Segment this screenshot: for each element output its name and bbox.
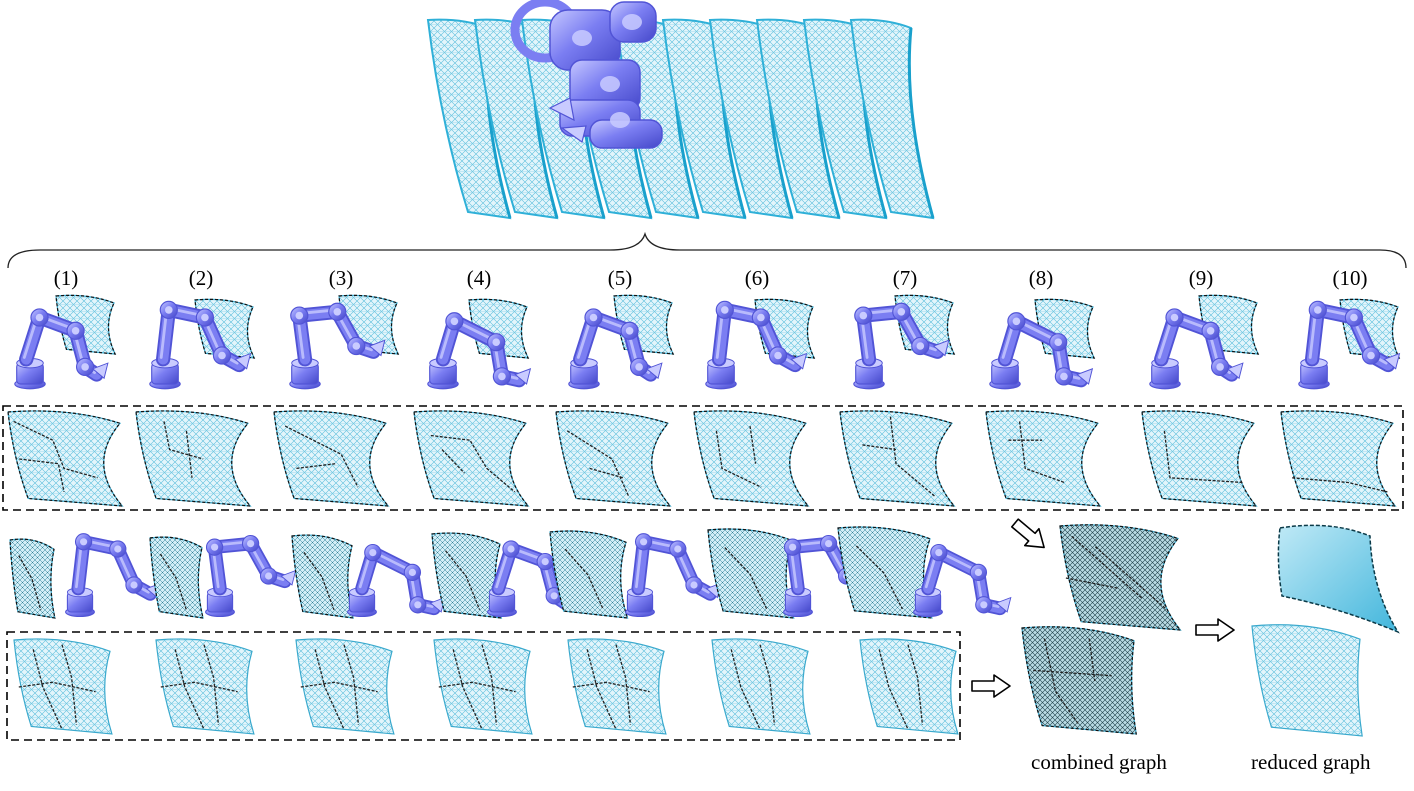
panel-label-4: (4)	[466, 266, 492, 290]
robot-arm-icon	[853, 302, 950, 390]
mesh-graph	[1141, 410, 1258, 507]
mesh-graph	[1280, 410, 1397, 507]
mesh-graph	[839, 410, 956, 507]
robot-arm-icon	[14, 308, 109, 390]
robot-arm-icon	[205, 534, 297, 618]
robot-arm-icon	[568, 308, 663, 390]
curly-brace	[7, 231, 1407, 269]
robot-arm-icon	[65, 533, 162, 618]
bottom-panel-2	[149, 534, 297, 619]
robot-arm-icon	[289, 302, 386, 390]
reduced-graph-bottom	[1251, 624, 1363, 737]
mesh-graph	[13, 638, 113, 735]
mesh-graph	[567, 638, 667, 735]
brace	[7, 231, 1407, 269]
bottom-panel-3	[291, 534, 446, 619]
combined-graph-top	[1059, 524, 1182, 631]
mesh-graph	[273, 410, 390, 507]
mesh-surface-icon	[9, 538, 56, 619]
mesh-surface-icon	[707, 528, 795, 619]
mesh-graph	[295, 638, 395, 735]
mesh-graph	[711, 638, 811, 735]
mesh-surface-icon	[291, 534, 355, 619]
panel-label-6: (6)	[744, 266, 770, 290]
robot-arm-icon	[913, 543, 1012, 618]
mesh-graph	[433, 638, 533, 735]
panel-7	[853, 294, 956, 390]
mesh-graph	[7, 410, 124, 507]
arrow-right-icon	[971, 674, 1011, 698]
reduced-graph-caption: reduced graph	[1251, 750, 1371, 774]
robot-arm-icon	[347, 543, 446, 618]
mesh-surface-icon	[849, 18, 935, 220]
panel-label-10: (10)	[1332, 266, 1368, 290]
arrow-right-icon	[1195, 618, 1235, 642]
mesh-graph	[155, 638, 255, 735]
robot-row-bottom	[9, 526, 1012, 619]
graph-row-top	[2, 405, 1404, 511]
robot-row-top	[14, 294, 1401, 390]
robot-arm-icon	[989, 312, 1094, 390]
combined-graph-bottom	[1021, 626, 1137, 735]
panel-2	[149, 298, 256, 390]
robot-arm-icon	[705, 300, 808, 390]
panel-1	[14, 294, 117, 390]
robot-arm-icon	[427, 312, 532, 390]
dashed-box-top	[2, 405, 1404, 511]
robot-arm-icon	[149, 300, 252, 390]
mesh-graph	[555, 410, 672, 507]
robot-arm-icon	[625, 533, 722, 618]
mesh-graph	[859, 638, 959, 735]
mesh-graph	[413, 410, 530, 507]
panel-3	[289, 294, 400, 390]
arrow-right-icon	[1010, 518, 1045, 549]
panel-10	[1298, 298, 1401, 390]
panel-label-8: (8)	[1028, 266, 1054, 290]
panel-6	[705, 298, 816, 390]
combined-graph-caption: combined graph	[1031, 750, 1167, 774]
bottom-panel-7	[837, 526, 1012, 619]
mesh-surface-icon	[149, 536, 204, 619]
robot-arm-icon	[1149, 308, 1244, 390]
panel-label-1: (1)	[53, 266, 79, 290]
graph-row-bottom	[6, 631, 961, 741]
panel-label-2: (2)	[188, 266, 214, 290]
panel-9	[1149, 294, 1260, 390]
panel-5	[568, 294, 675, 390]
mesh-surface-icon	[549, 530, 629, 619]
mesh-graph	[985, 410, 1102, 507]
result-graphs	[971, 518, 1400, 737]
panel-4	[427, 298, 532, 390]
panel-label-7: (7)	[892, 266, 918, 290]
robot-arm-icon	[1298, 300, 1401, 390]
mesh-surface-icon	[431, 532, 503, 619]
panel-label-5: (5)	[607, 266, 633, 290]
dashed-box-bottom	[6, 631, 961, 741]
mesh-graph	[135, 410, 252, 507]
robot-arm-icon	[510, 0, 663, 149]
multi-surface-scene	[426, 0, 935, 220]
panel-8	[989, 298, 1096, 390]
panel-label-9: (9)	[1188, 266, 1214, 290]
panel-label-3: (3)	[328, 266, 354, 290]
bottom-panel-1	[9, 533, 162, 619]
reduced-graph-top	[1277, 524, 1400, 634]
mesh-graph	[693, 410, 810, 507]
bottom-panel-5	[549, 530, 722, 619]
